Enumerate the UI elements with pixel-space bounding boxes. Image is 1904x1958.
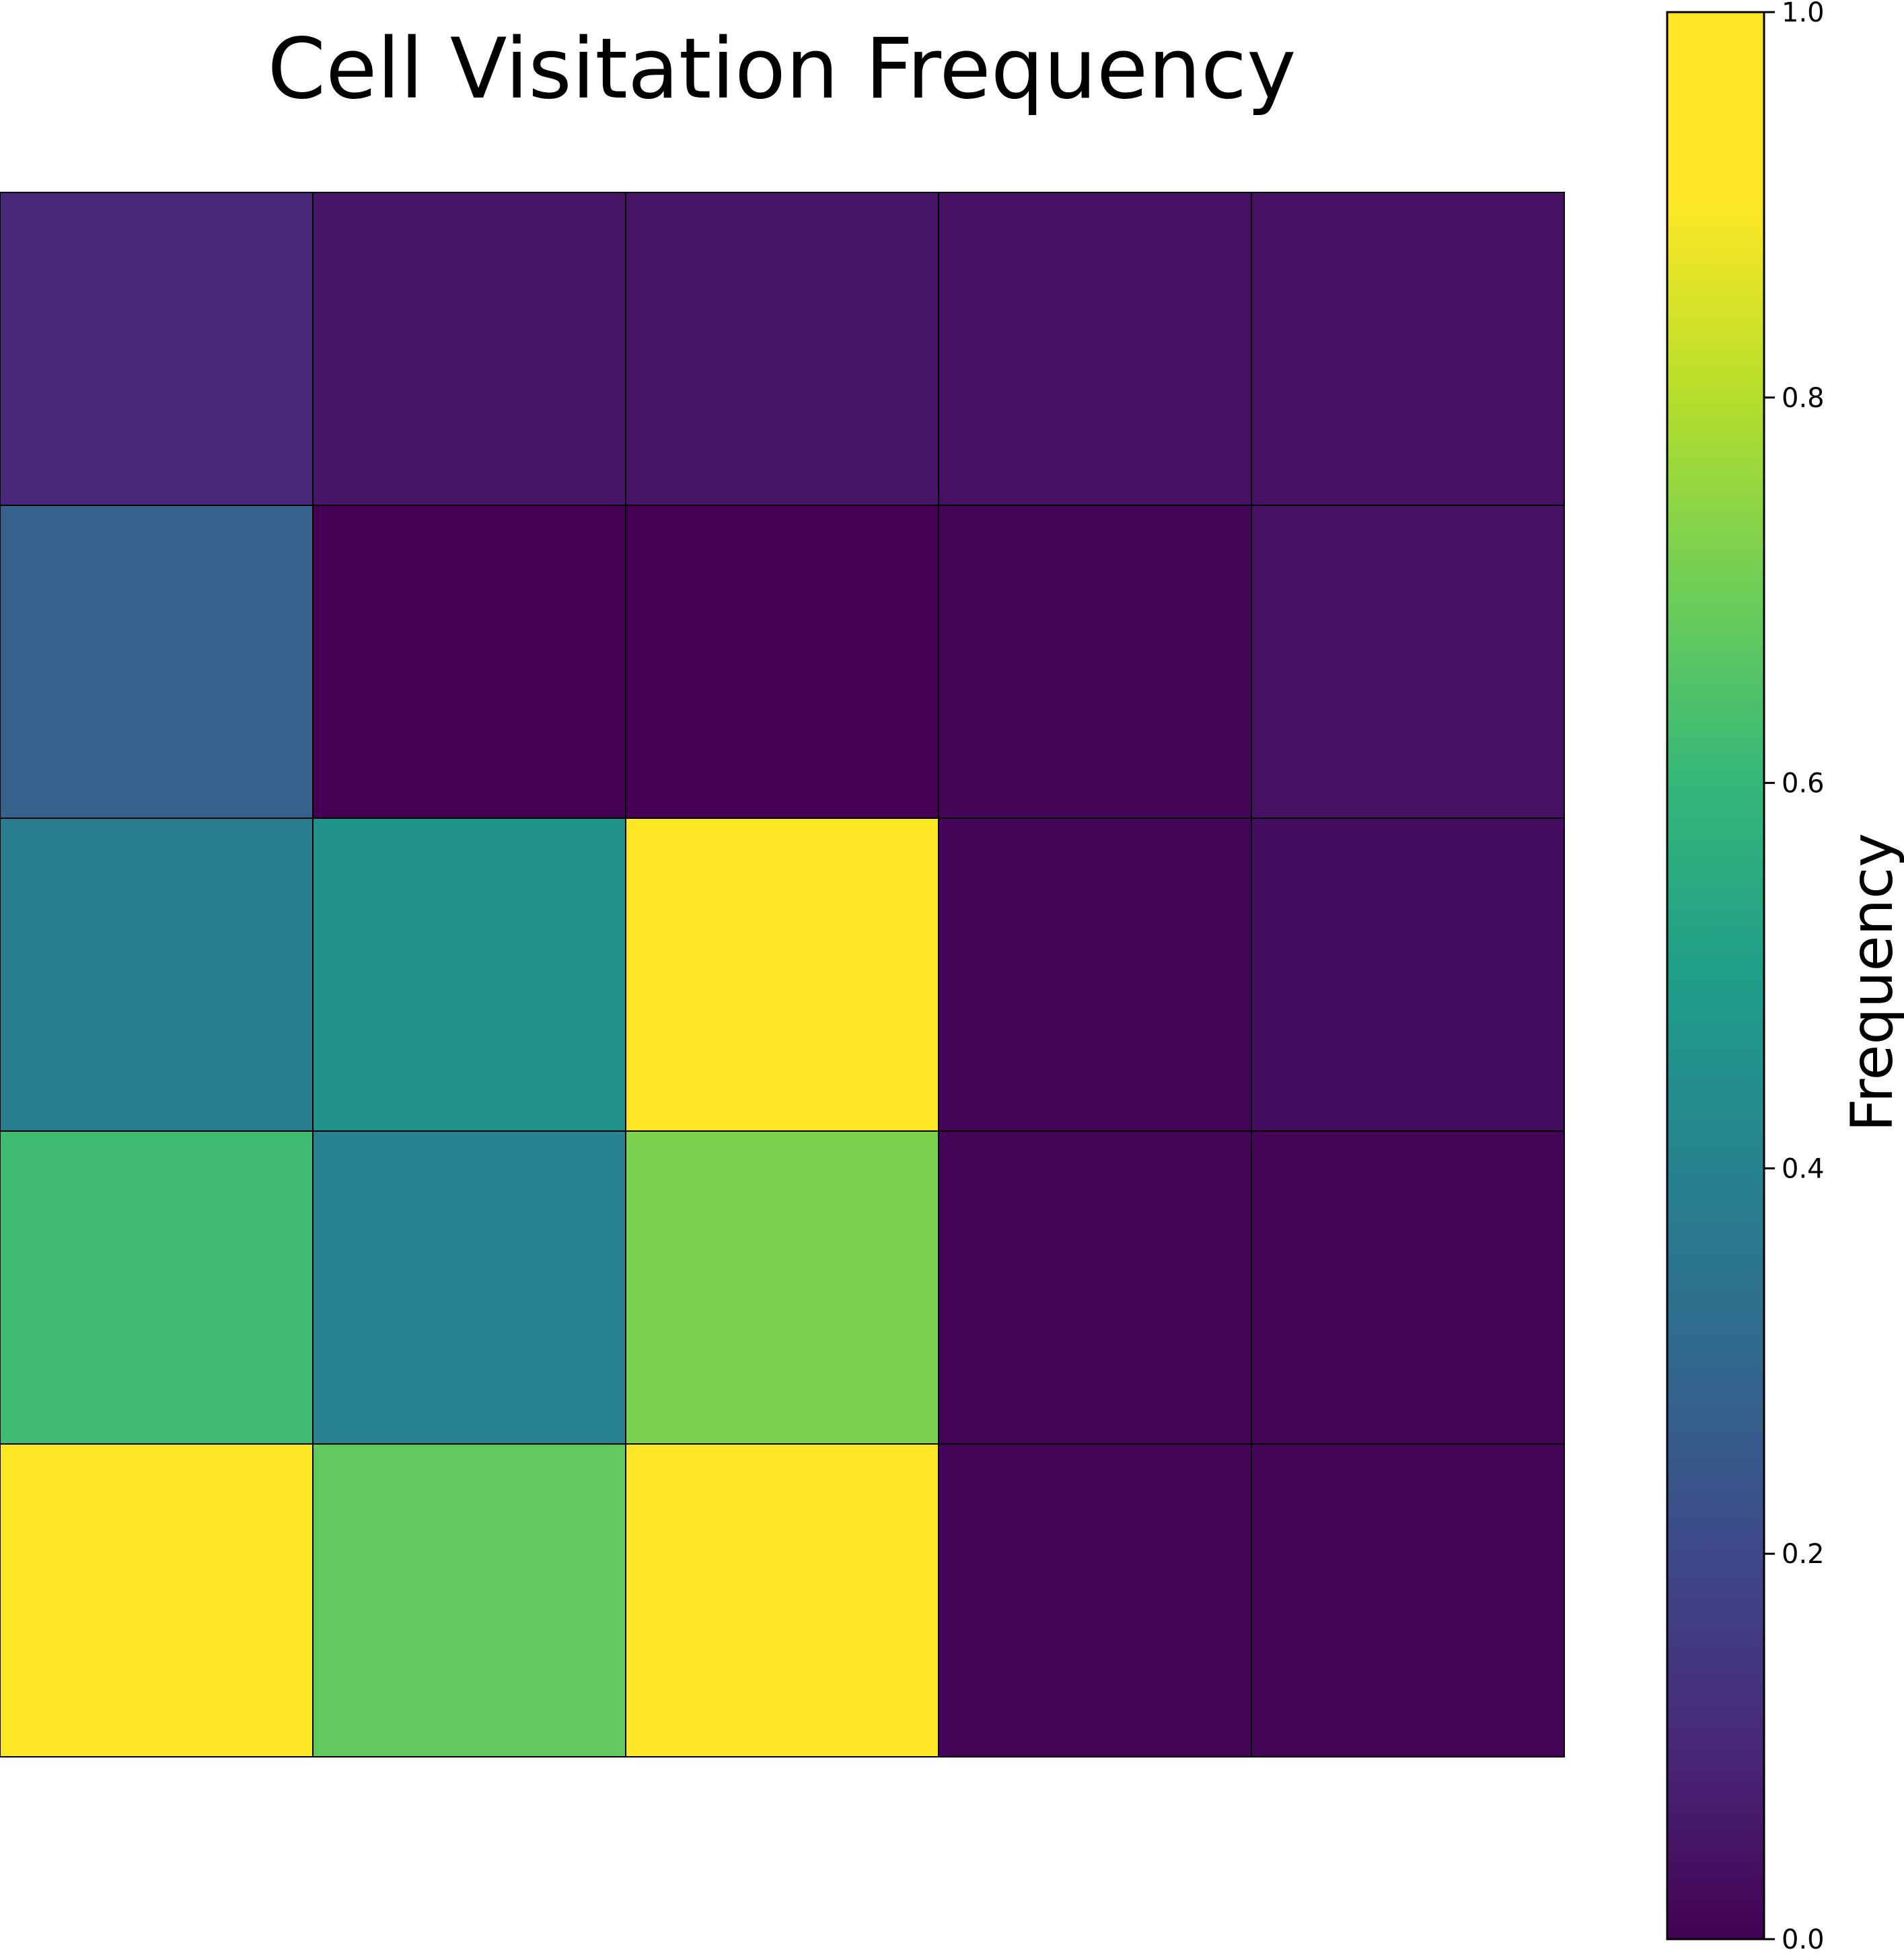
heatmap-cell [312, 505, 626, 819]
heatmap-cell [625, 192, 939, 506]
heatmap-cell [312, 192, 626, 506]
heatmap-cell [1251, 192, 1565, 506]
heatmap-cell [938, 505, 1252, 819]
colorbar-gradient [1666, 11, 1765, 1941]
heatmap-grid [0, 192, 1565, 1757]
colorbar-tick-label: 1.0 [1782, 0, 1825, 28]
heatmap-cell [312, 1130, 626, 1445]
heatmap-cell [1251, 505, 1565, 819]
heatmap-cell [312, 1443, 626, 1757]
colorbar: 0.0 0.2 0.4 0.6 0.8 1.0 Frequency [1666, 0, 1904, 1955]
heatmap-cell [625, 1443, 939, 1757]
heatmap-cell [0, 1130, 314, 1445]
colorbar-ticks: 0.0 0.2 0.4 0.6 0.8 1.0 [1764, 0, 1825, 1955]
colorbar-tick-label: 0.4 [1782, 1153, 1825, 1184]
colorbar-label: Frequency [1839, 833, 1904, 1132]
heatmap-cell [625, 818, 939, 1132]
heatmap-cell [0, 818, 314, 1132]
heatmap-cell [938, 1443, 1252, 1757]
heatmap-cell [938, 192, 1252, 506]
heatmap-cell [625, 1130, 939, 1445]
colorbar-tick-label: 0.6 [1782, 768, 1825, 799]
heatmap-cell [1251, 1443, 1565, 1757]
heatmap-cell [938, 818, 1252, 1132]
heatmap-cell [1251, 1130, 1565, 1445]
heatmap-cell [0, 505, 314, 819]
colorbar-tick-label: 0.2 [1782, 1539, 1825, 1570]
chart-title: Cell Visitation Frequency [268, 21, 1296, 118]
heatmap-cell [312, 818, 626, 1132]
heatmap-cell [0, 192, 314, 506]
heatmap-cell [938, 1130, 1252, 1445]
heatmap-cell [625, 505, 939, 819]
heatmap-cell [1251, 818, 1565, 1132]
colorbar-tick-label: 0.0 [1782, 1924, 1825, 1955]
heatmap-cell [0, 1443, 314, 1757]
colorbar-tick-label: 0.8 [1782, 383, 1825, 414]
